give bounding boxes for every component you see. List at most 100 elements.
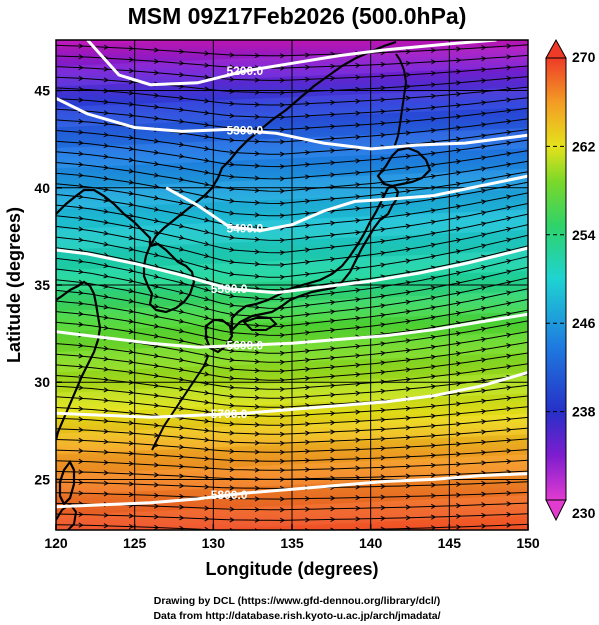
wind-arrowhead — [532, 308, 536, 312]
wind-arrowhead — [229, 448, 235, 454]
streamline — [56, 213, 528, 254]
wind-arrowhead — [254, 431, 261, 437]
wind-arrowhead — [380, 156, 386, 162]
wind-arrowhead — [330, 457, 336, 463]
streamline — [56, 470, 528, 480]
streamline — [56, 234, 528, 278]
wind-arrowhead — [455, 102, 462, 109]
wind-arrowhead — [304, 125, 311, 131]
wind-arrowhead — [455, 80, 462, 86]
wind-arrowhead — [229, 161, 235, 167]
wind-arrowhead — [179, 60, 185, 66]
wind-arrowhead — [229, 466, 235, 473]
streamline — [56, 395, 528, 417]
wind-arrowhead — [355, 110, 361, 116]
wind-arrowhead — [355, 62, 361, 69]
wind-arrowhead — [128, 288, 135, 294]
wind-arrowhead — [455, 226, 462, 232]
wind-arrowhead — [153, 333, 160, 339]
colorbar-tick-label: 270 — [572, 49, 596, 65]
wind-arrowhead — [532, 265, 536, 269]
colorbar-tick-label: 230 — [572, 505, 596, 521]
wind-arrowhead — [103, 153, 109, 160]
wind-arrowhead — [103, 294, 109, 300]
wind-arrowhead — [78, 406, 84, 412]
wind-arrowhead — [279, 90, 286, 96]
wind-arrowhead — [229, 517, 235, 523]
wind-arrowhead — [481, 306, 487, 312]
wind-arrowhead — [103, 110, 109, 116]
wind-arrowhead — [304, 348, 311, 354]
wind-arrowhead — [481, 491, 487, 497]
wind-arrowhead — [178, 328, 185, 334]
wind-arrowhead — [355, 343, 361, 350]
wind-arrowhead — [153, 472, 160, 478]
contour-line — [165, 174, 528, 233]
wind-arrowhead — [305, 101, 311, 107]
wind-arrowhead — [380, 262, 386, 268]
wind-arrowhead — [481, 177, 487, 183]
wind-arrowhead — [153, 392, 160, 399]
colorbar-tick-label: 246 — [572, 315, 596, 331]
wind-arrowhead — [405, 289, 412, 296]
wind-arrowhead — [532, 490, 536, 494]
wind-arrowhead — [481, 398, 487, 404]
wind-arrowhead — [78, 215, 84, 221]
wind-arrowhead — [229, 527, 234, 530]
wind-arrowhead — [279, 274, 286, 280]
streamline — [56, 256, 528, 300]
wind-arrowhead — [229, 439, 235, 445]
wind-arrowhead — [254, 385, 261, 392]
wind-arrowhead — [204, 296, 210, 302]
wind-arrowhead — [279, 496, 286, 502]
wind-arrowhead — [279, 139, 286, 145]
wind-arrowhead — [279, 332, 286, 338]
wind-arrowhead — [330, 99, 336, 106]
wind-arrowhead — [330, 63, 336, 69]
colorbar: 230 238 246 254 262 270 — [545, 38, 596, 522]
wind-arrowhead — [430, 196, 437, 202]
x-tick-label: 130 — [202, 535, 226, 551]
wind-arrowhead — [455, 290, 462, 296]
y-axis-ticks: 25 30 35 40 45 — [34, 83, 62, 487]
wind-arrowhead — [380, 494, 386, 500]
wind-arrowhead — [355, 170, 361, 176]
wind-arrowhead — [532, 415, 536, 419]
streamline — [56, 352, 528, 381]
wind-arrowhead — [455, 300, 462, 306]
wind-arrowhead — [128, 420, 135, 426]
wind-arrowhead — [204, 305, 210, 311]
wind-arrowhead — [380, 464, 386, 471]
wind-arrowhead — [103, 208, 109, 214]
wind-arrowhead — [128, 440, 135, 446]
wind-arrowhead — [405, 405, 412, 412]
wind-arrowhead — [305, 321, 311, 327]
wind-arrowhead — [78, 416, 84, 422]
wind-arrowhead — [78, 226, 84, 232]
wind-arrowhead — [532, 43, 536, 47]
wind-arrowhead — [330, 318, 336, 324]
wind-arrowhead — [103, 418, 109, 424]
wind-arrowhead — [506, 269, 512, 275]
wind-arrowhead — [103, 325, 109, 331]
wind-arrowhead — [128, 190, 135, 196]
wind-arrowhead — [532, 340, 536, 344]
wind-arrowhead — [532, 319, 536, 323]
wind-arrowhead — [204, 98, 210, 104]
wind-arrowhead — [179, 515, 185, 521]
wind-arrowhead — [103, 99, 109, 105]
wind-arrowhead — [279, 114, 286, 120]
wind-arrowhead — [355, 265, 361, 272]
streamline — [56, 76, 528, 94]
wind-arrowhead — [304, 210, 311, 217]
wind-arrowhead — [229, 457, 235, 463]
wind-arrowhead — [179, 386, 185, 392]
coastline-korea — [142, 242, 196, 314]
wind-arrowhead — [128, 450, 135, 457]
wind-arrowhead — [305, 495, 311, 502]
streamline — [56, 363, 528, 390]
wind-arrowhead — [279, 440, 286, 446]
wind-arrowhead — [380, 455, 386, 461]
wind-arrowhead — [506, 129, 512, 135]
y-tick-label: 40 — [34, 180, 50, 196]
